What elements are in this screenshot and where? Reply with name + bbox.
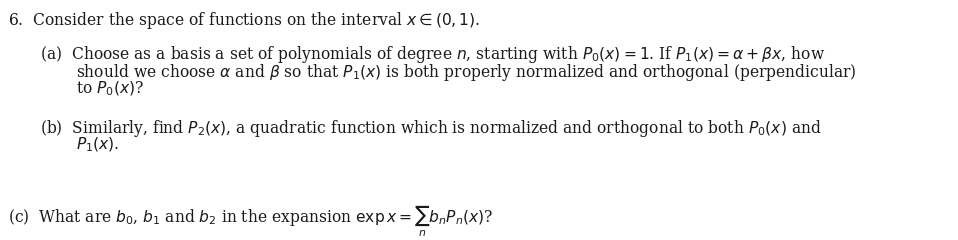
Text: should we choose $\alpha$ and $\beta$ so that $P_1(x)$ is both properly normaliz: should we choose $\alpha$ and $\beta$ so… bbox=[76, 62, 856, 83]
Text: (a)  Choose as a basis a set of polynomials of degree $n$, starting with $P_0(x): (a) Choose as a basis a set of polynomia… bbox=[40, 44, 825, 65]
Text: 6.  Consider the space of functions on the interval $x \in (0, 1)$.: 6. Consider the space of functions on th… bbox=[8, 10, 480, 31]
Text: (c)  What are $b_0$, $b_1$ and $b_2$ in the expansion $\exp x = \sum_n b_n P_n(x: (c) What are $b_0$, $b_1$ and $b_2$ in t… bbox=[8, 204, 493, 239]
Text: to $P_0(x)$?: to $P_0(x)$? bbox=[76, 80, 144, 98]
Text: $P_1(x)$.: $P_1(x)$. bbox=[76, 136, 120, 154]
Text: (b)  Similarly, find $P_2(x)$, a quadratic function which is normalized and orth: (b) Similarly, find $P_2(x)$, a quadrati… bbox=[40, 118, 822, 139]
